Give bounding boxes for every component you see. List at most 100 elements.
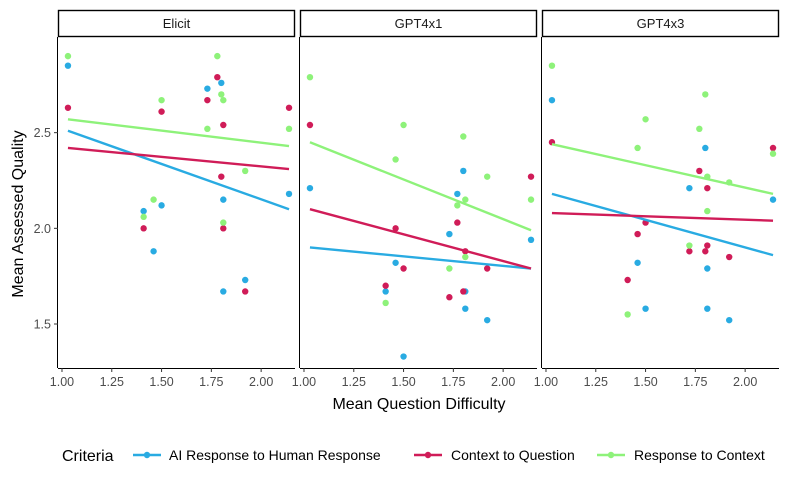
x-tick-label: 1.75 <box>441 375 465 389</box>
fit-line <box>67 146 290 171</box>
data-point <box>484 265 491 272</box>
data-point <box>462 253 469 261</box>
x-tick-label: 2.00 <box>249 375 273 389</box>
data-point <box>242 167 249 175</box>
data-point <box>634 259 641 266</box>
legend-key-point <box>607 451 615 459</box>
data-point <box>150 248 157 255</box>
x-tick-label: 1.75 <box>683 375 707 389</box>
facet-strip <box>299 9 538 38</box>
data-point <box>204 96 211 104</box>
x-tick-label: 1.75 <box>199 375 223 389</box>
data-point <box>454 202 461 209</box>
data-point <box>285 190 293 198</box>
data-point <box>702 91 709 98</box>
data-point <box>527 196 535 203</box>
x-tick-label: 1.50 <box>149 375 173 389</box>
data-point <box>527 236 535 244</box>
data-point <box>214 52 221 60</box>
data-point <box>454 219 461 226</box>
data-point <box>454 190 461 198</box>
y-tick-label: 2.0 <box>34 222 51 236</box>
data-point <box>382 299 389 307</box>
data-point <box>642 116 649 123</box>
data-point <box>726 316 733 324</box>
data-point <box>400 353 407 360</box>
x-tick-label: 1.00 <box>292 375 316 389</box>
facet-title: GPT4x1 <box>395 16 443 31</box>
data-point <box>392 259 399 266</box>
fit-line <box>309 208 532 270</box>
data-point <box>484 173 491 180</box>
x-tick-label: 1.25 <box>584 375 608 389</box>
data-point <box>527 173 535 180</box>
legend-item-context-to-question: Context to Question <box>414 447 575 463</box>
data-point <box>218 79 225 87</box>
data-point <box>64 52 72 60</box>
fit-line <box>551 142 774 196</box>
data-point <box>140 225 147 232</box>
data-point <box>64 104 72 111</box>
data-point <box>306 184 314 192</box>
data-point <box>769 196 777 203</box>
fit-line <box>309 141 532 232</box>
data-point <box>446 230 453 238</box>
data-point <box>382 288 389 295</box>
data-point <box>204 85 211 92</box>
panel-gpt4x1: GPT4x1 1.00 1.25 1.50 1.75 2.00 <box>292 9 538 389</box>
data-point <box>704 305 711 312</box>
data-point <box>704 207 711 215</box>
data-point <box>140 207 147 215</box>
legend-label: AI Response to Human Response <box>169 447 381 463</box>
facet-title: GPT4x3 <box>637 16 685 31</box>
facet-strip <box>541 9 780 38</box>
data-point <box>462 196 469 203</box>
data-point <box>446 265 453 272</box>
x-tick-label: 1.25 <box>100 375 124 389</box>
data-point <box>696 125 703 133</box>
x-tick-label: 1.00 <box>534 375 558 389</box>
legend-label: Context to Question <box>451 447 575 463</box>
data-point <box>242 276 249 284</box>
panels: Elicit 1.00 1.25 1.50 1.75 2.00 1.5 2.0 2.5 GPT4x… <box>34 9 780 389</box>
data-point <box>704 242 711 249</box>
data-point <box>158 108 165 115</box>
fit-line <box>551 211 774 222</box>
y-tick-label: 2.5 <box>34 126 51 140</box>
panel-gpt4x3: GPT4x3 1.00 1.25 1.50 1.75 2.00 <box>534 9 780 389</box>
y-axis-title: Mean Assessed Quality <box>10 130 27 297</box>
facet-title: Elicit <box>163 16 191 31</box>
data-point <box>64 62 72 69</box>
data-point <box>624 311 631 318</box>
data-point <box>446 294 453 301</box>
data-point <box>220 225 227 232</box>
facet-strip <box>57 9 296 38</box>
y-tick-label: 1.5 <box>34 317 51 331</box>
data-point <box>218 91 225 98</box>
data-point <box>460 167 467 175</box>
legend-key-point <box>143 451 151 459</box>
data-point <box>204 125 211 133</box>
data-point <box>769 150 777 157</box>
data-point <box>158 96 165 104</box>
x-axis-title: Mean Question Difficulty <box>332 396 505 413</box>
data-point <box>140 213 147 221</box>
data-point <box>285 125 293 133</box>
x-tick-label: 1.25 <box>342 375 366 389</box>
x-tick-label: 1.00 <box>50 375 74 389</box>
data-point <box>400 265 407 272</box>
fit-line <box>67 118 290 148</box>
x-tick-label: 1.50 <box>391 375 415 389</box>
legend: Criteria AI Response to Human Response C… <box>62 447 765 465</box>
legend-item-ai-response: AI Response to Human Response <box>133 447 381 463</box>
fit-line <box>309 246 532 270</box>
data-point <box>769 144 777 152</box>
data-point <box>242 288 249 295</box>
data-point <box>220 288 227 295</box>
x-tick-label: 2.00 <box>491 375 515 389</box>
fit-line <box>67 129 290 211</box>
x-tick-label: 2.00 <box>733 375 757 389</box>
data-point <box>392 225 399 232</box>
data-point <box>382 282 389 289</box>
